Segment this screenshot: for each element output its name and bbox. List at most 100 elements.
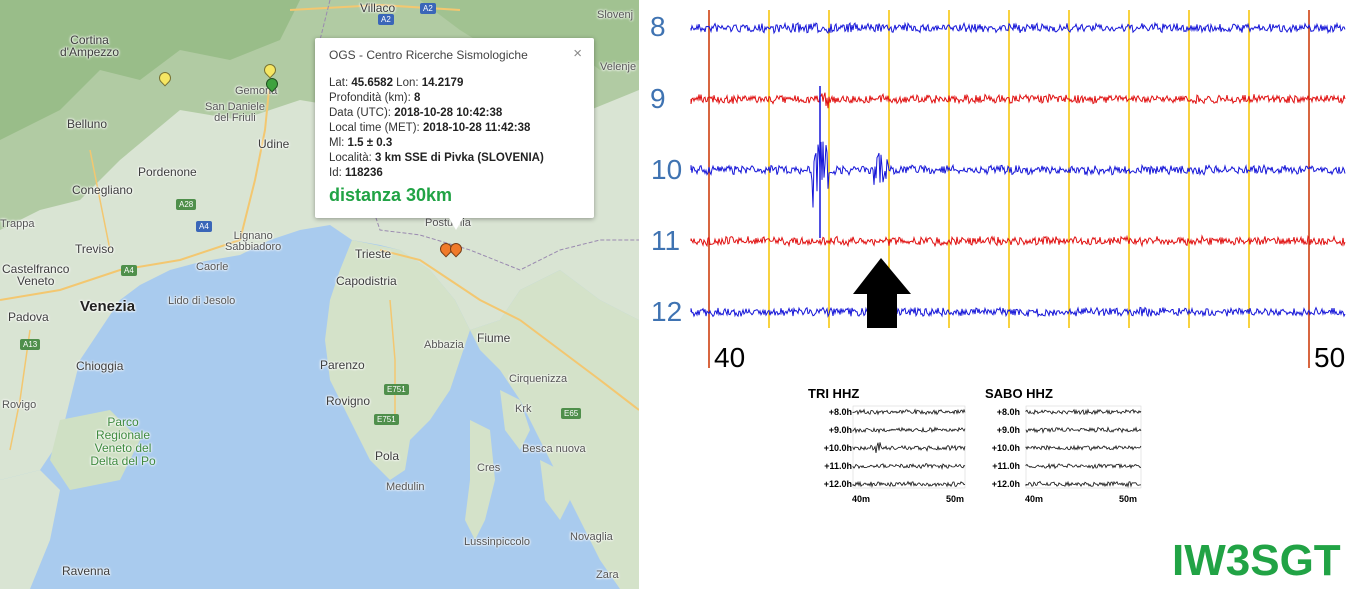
popup-depth: Profondità (km): 8	[329, 92, 420, 104]
seismic-trace	[690, 21, 1346, 35]
callsign-text: IW3SGT	[1172, 536, 1341, 585]
place-label: Pordenone	[138, 165, 197, 179]
mini-axis-label: 50m	[1119, 494, 1138, 504]
place-label: Krk	[515, 403, 532, 415]
popup-local-time: Local time (MET): 2018-10-28 11:42:38	[329, 122, 530, 134]
utc-label: Data (UTC):	[329, 107, 391, 119]
road-shield: A28	[176, 199, 197, 210]
mini-row-label: +9.0h	[828, 425, 852, 435]
popup-title: OGS - Centro Ricerche Sismologiche	[329, 48, 528, 62]
trace-label: 8	[650, 11, 666, 42]
mini-plot-title: TRI HHZ	[808, 386, 860, 401]
lon-label: Lon:	[396, 77, 419, 89]
distance-text: distanza 30km	[329, 185, 453, 205]
place-label: Cortina d'Ampezzo	[60, 33, 119, 59]
popup-utc: Data (UTC): 2018-10-28 10:42:38	[329, 107, 502, 119]
mini-row-label: +10.0h	[823, 443, 852, 453]
locality-label: Località:	[329, 152, 372, 164]
close-icon[interactable]: ×	[573, 45, 582, 62]
park-label: Parco Regionale Veneto del Delta del Po	[90, 415, 156, 468]
place-label: Caorle	[196, 261, 229, 273]
road-shield: A4	[196, 221, 212, 232]
place-label: Villaco	[360, 1, 396, 15]
mini-axis-label: 40m	[852, 494, 871, 504]
popup-tail	[448, 216, 464, 230]
place-label: Zara	[596, 569, 619, 581]
popup-locality: Località: 3 km SSE di Pivka (SLOVENIA)	[329, 152, 544, 164]
place-label: Abbazia	[424, 339, 464, 351]
x-axis-end-label: 50	[1314, 342, 1346, 373]
place-label: Pola	[375, 449, 400, 463]
place-label: Treviso	[75, 242, 114, 256]
popup-magnitude: Ml: 1.5 ± 0.3	[329, 137, 392, 149]
place-label: Ravenna	[62, 564, 111, 578]
mini-row-label: +10.0h	[991, 443, 1020, 453]
lat-label: Lat:	[329, 77, 349, 89]
place-label: Cres	[477, 462, 501, 474]
trace-label: 10	[651, 154, 683, 185]
id-label: Id:	[329, 167, 342, 179]
depth-label: Profondità (km):	[329, 92, 411, 104]
place-label: Venezia	[80, 298, 136, 315]
place-label: Lido di Jesolo	[168, 295, 236, 307]
map-panel[interactable]: Villaco Slovenj Cortina d'Ampezzo Gemona…	[0, 0, 639, 589]
mini-trace	[852, 480, 966, 488]
mini-row-label: +12.0h	[991, 479, 1020, 489]
road-shield: E751	[384, 384, 409, 395]
place-label: Gemona	[235, 85, 278, 97]
road-shield: A2	[378, 14, 394, 25]
seismogram-plot	[690, 10, 1346, 368]
mini-trace	[1025, 480, 1141, 489]
road-shield: E751	[374, 414, 399, 425]
magnitude-value: 1.5 ± 0.3	[347, 137, 393, 149]
place-label: Castelfranco Veneto	[2, 262, 70, 288]
place-label: Trappa	[0, 218, 35, 230]
mini-trace	[1025, 462, 1142, 470]
trace-label: 11	[651, 225, 681, 256]
up-arrow-icon	[853, 258, 911, 328]
utc-value: 2018-10-28 10:42:38	[394, 107, 503, 119]
mini-plot-title: SABO HHZ	[985, 386, 1053, 401]
road-shield: A13	[20, 339, 41, 350]
mini-plot-frame	[852, 405, 966, 489]
seismic-trace	[690, 141, 1346, 208]
place-label: Lussinpiccolo	[464, 536, 531, 548]
locality-value: 3 km SSE di Pivka (SLOVENIA)	[375, 152, 544, 164]
place-label: Besca nuova	[522, 443, 586, 455]
place-label: Udine	[258, 137, 290, 151]
mini-trace	[852, 408, 966, 416]
mini-trace	[852, 442, 966, 453]
lon-value: 14.2179	[421, 77, 464, 89]
place-label: Novaglia	[570, 531, 613, 543]
place-label: Parenzo	[320, 358, 365, 372]
place-label: Rovigno	[326, 394, 371, 408]
local-time-label: Local time (MET):	[329, 122, 420, 134]
mini-axis-label: 50m	[946, 494, 965, 504]
place-label: Medulin	[386, 481, 425, 493]
trace-label: 12	[651, 296, 683, 327]
mini-trace	[1025, 408, 1142, 416]
place-label: Capodistria	[336, 274, 397, 288]
mini-trace	[1025, 444, 1142, 451]
mini-row-label: +12.0h	[823, 479, 852, 489]
place-label: Velenje	[600, 61, 637, 73]
road-shield: A4	[121, 265, 137, 276]
mini-trace	[1025, 426, 1142, 434]
lat-value: 45.6582	[351, 77, 393, 89]
place-label: Slovenj	[597, 9, 634, 21]
place-label: Conegliano	[72, 183, 133, 197]
place-label: Chioggia	[76, 359, 124, 373]
popup-id: Id: 118236	[329, 167, 383, 179]
place-label: San Daniele del Friuli	[205, 101, 265, 124]
seismic-trace	[690, 234, 1346, 248]
local-time-value: 2018-10-28 11:42:38	[422, 122, 531, 134]
mini-trace	[852, 462, 966, 471]
mini-row-label: +8.0h	[828, 407, 852, 417]
depth-value: 8	[414, 92, 421, 104]
popup-coords: Lat: 45.6582 Lon: 14.2179	[329, 77, 463, 89]
place-label: Cirquenizza	[509, 373, 568, 385]
event-info-popup: OGS - Centro Ricerche Sismologiche × Lat…	[315, 38, 594, 218]
trace-label: 9	[650, 83, 666, 114]
id-value: 118236	[345, 167, 383, 179]
place-label: Fiume	[477, 331, 511, 345]
